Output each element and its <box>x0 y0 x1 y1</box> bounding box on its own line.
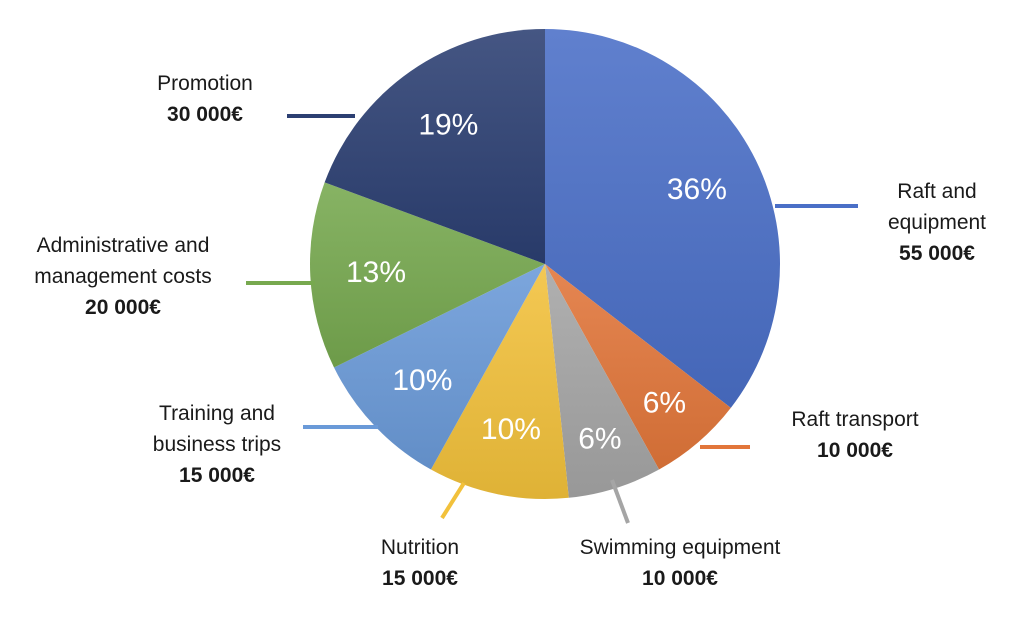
legend-label-training-and-business-trips: Training and business trips 15 000€ <box>122 398 312 491</box>
category-label: Nutrition <box>380 536 460 559</box>
leader-line-swimming-equipment <box>610 479 630 524</box>
legend-label-swimming-equipment: Swimming equipment 10 000€ <box>555 532 805 594</box>
category-label: Raft transport <box>791 408 919 431</box>
legend-label-raft-and-equipment: Raft and equipment 55 000€ <box>862 176 1012 269</box>
amount-label: 15 000€ <box>382 567 458 590</box>
percent-label-administrative-and-management-costs: 13% <box>346 256 406 289</box>
category-label: Swimming equipment <box>579 536 781 559</box>
pie-slice-administrative-and-management-costs <box>310 182 545 368</box>
pie-slice-raft-transport <box>545 264 731 470</box>
legend-label-administrative-and-management-costs: Administrative and management costs 20 0… <box>8 230 238 323</box>
percent-label-swimming-equipment: 6% <box>578 422 621 455</box>
percent-label-training-and-business-trips: 10% <box>392 364 452 397</box>
legend-label-raft-transport: Raft transport 10 000€ <box>760 404 950 466</box>
amount-label: 55 000€ <box>899 242 975 265</box>
pie-slice-promotion <box>324 29 545 264</box>
legend-label-nutrition: Nutrition 15 000€ <box>355 532 485 594</box>
pie-slice-raft-and-equipment <box>545 29 780 408</box>
percent-label-raft-transport: 6% <box>643 387 686 420</box>
amount-label: 10 000€ <box>642 567 718 590</box>
category-label: Promotion <box>157 72 253 95</box>
category-label: Training and business trips <box>152 402 282 456</box>
percent-label-nutrition: 10% <box>481 413 541 446</box>
amount-label: 20 000€ <box>85 296 161 319</box>
legend-label-promotion: Promotion 30 000€ <box>140 68 270 130</box>
category-label: Raft and equipment <box>887 180 987 234</box>
amount-label: 10 000€ <box>817 439 893 462</box>
pie-slice-swimming-equipment <box>545 264 660 498</box>
category-label: Administrative and management costs <box>34 234 212 288</box>
amount-label: 30 000€ <box>167 103 243 126</box>
pie-slice-nutrition <box>430 264 569 499</box>
percent-label-promotion: 19% <box>418 109 478 142</box>
leader-line-nutrition <box>440 481 466 520</box>
amount-label: 15 000€ <box>179 464 255 487</box>
pie-slice-training-and-business-trips <box>334 264 545 470</box>
percent-label-raft-and-equipment: 36% <box>667 173 727 206</box>
